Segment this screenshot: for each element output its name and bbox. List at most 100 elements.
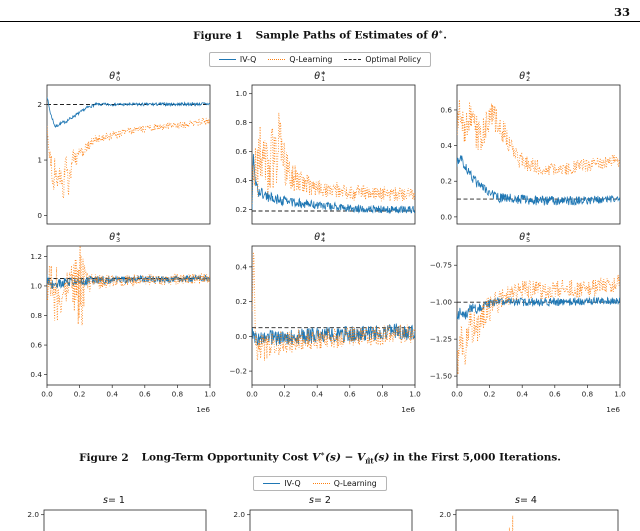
legend-dotted-line-icon [268, 58, 286, 60]
svg-text:0.6: 0.6 [440, 105, 452, 114]
svg-text:1e6: 1e6 [196, 405, 210, 414]
svg-text:−0.2: −0.2 [229, 366, 247, 375]
chart-s4: s = 4 2.0 [426, 493, 626, 531]
figure-1: Figure 1 Sample Paths of Estimates of θ∗.… [0, 27, 640, 415]
subplot-title: s = 4 [515, 494, 537, 506]
svg-text:0.6: 0.6 [548, 389, 560, 398]
svg-text:1.0: 1.0 [235, 89, 247, 98]
subplot-title: θ ∗ 2 [519, 69, 531, 83]
chart-s2-canvas: 2.0 [233, 509, 413, 531]
figure-1-label: Figure 1 [193, 29, 243, 42]
svg-text:2.0: 2.0 [27, 510, 39, 519]
figure-2-title-post: in the First 5,000 Iterations. [389, 451, 561, 464]
chart-s2: s = 2 2.0 [220, 493, 420, 531]
figure-2-math-end: (s) [373, 451, 390, 464]
subplot-title: θ ∗ 0 [109, 69, 121, 83]
legend-label: IV-Q [284, 478, 301, 488]
chart-theta0-canvas: 0 1 2 [37, 84, 210, 224]
chart-theta3-canvas: 0.4 0.6 0.8 1.0 1.2 0.0 0.2 0.4 0.6 0.8 1.0 1e6 [30, 245, 216, 414]
figure-2: Figure 2 Long-Term Opportunity Cost V∗ (s)… [0, 449, 640, 531]
subplot-title: θ ∗ 5 [519, 230, 531, 244]
subplot-title: θ ∗ 1 [314, 69, 326, 83]
svg-text:0.2: 0.2 [235, 297, 247, 306]
figure-2-legend: IV-Q Q-Learning [253, 475, 387, 491]
chart-theta2-canvas: 0.0 0.2 0.4 0.6 [440, 84, 620, 224]
chart-theta4-canvas: −0.2 0.0 0.2 0.4 0.0 0.2 0.4 0.6 0.8 1.0 1e6 [229, 245, 421, 414]
svg-text:1e6: 1e6 [606, 405, 620, 414]
svg-text:0.0: 0.0 [451, 389, 463, 398]
svg-text:−0.75: −0.75 [429, 260, 451, 269]
svg-text:0.2: 0.2 [73, 389, 85, 398]
svg-text:1: 1 [37, 155, 42, 164]
chart-theta1: θ ∗ 1 0.2 0.4 0.6 0.8 1.0 [218, 69, 423, 230]
value-superscript: ∗ [320, 449, 326, 458]
subplot-title: θ ∗ 4 [314, 230, 326, 244]
figure-2-title-pre: Long-Term Opportunity Cost [141, 451, 313, 464]
chart-s1: s = 1 2.0 [14, 493, 214, 531]
legend-item-q-learning: Q-Learning [268, 55, 332, 64]
chart-theta3: θ ∗ 3 0.4 0.6 0.8 1.0 1.2 0.0 0.2 0.4 0.6 0.8 1.0 1e6 [13, 230, 218, 415]
svg-text:0.2: 0.2 [483, 389, 495, 398]
page-number: 33 [613, 5, 630, 19]
svg-text:0.0: 0.0 [41, 389, 53, 398]
legend-item-iv-q: IV-Q [218, 55, 256, 64]
svg-text:0.6: 0.6 [235, 147, 247, 156]
svg-text:1.0: 1.0 [30, 281, 42, 290]
legend-dotted-line-icon [312, 482, 330, 484]
figure-1-title-pre: Sample Paths of Estimates of [255, 29, 432, 42]
figure-1-legend: IV-Q Q-Learning Optimal Policy [208, 51, 432, 67]
svg-text:0.8: 0.8 [171, 389, 183, 398]
policy-subscript: π̂t [365, 456, 374, 466]
svg-text:1.0: 1.0 [409, 389, 421, 398]
legend-solid-line-icon [263, 482, 281, 484]
legend-item-q-learning: Q-Learning [312, 478, 377, 488]
header-rule [0, 21, 640, 22]
svg-text:−1.00: −1.00 [429, 297, 452, 306]
chart-theta4: θ ∗ 4 −0.2 0.0 0.2 0.4 0.0 0.2 0.4 0.6 0.8 1.0 1e6 [218, 230, 423, 415]
svg-text:0.2: 0.2 [278, 389, 290, 398]
svg-text:0.0: 0.0 [235, 331, 247, 340]
legend-label: Optimal Policy [365, 54, 422, 64]
svg-text:0.4: 0.4 [440, 141, 452, 150]
legend-dashed-line-icon [344, 58, 362, 60]
svg-text:−1.50: −1.50 [429, 371, 452, 380]
svg-text:0.8: 0.8 [581, 389, 593, 398]
svg-text:0.8: 0.8 [376, 389, 388, 398]
svg-text:0.8: 0.8 [235, 118, 247, 127]
svg-text:2.0: 2.0 [233, 510, 245, 519]
theta-superscript: ∗ [438, 27, 444, 36]
svg-text:2: 2 [37, 99, 42, 108]
legend-item-optimal-policy: Optimal Policy [344, 55, 421, 64]
svg-text:0.4: 0.4 [106, 389, 118, 398]
subplot-title: s = 1 [103, 494, 125, 506]
svg-text:0.4: 0.4 [311, 389, 323, 398]
svg-text:0.4: 0.4 [235, 262, 247, 271]
value-function-symbol: V [312, 451, 321, 464]
svg-text:1.0: 1.0 [614, 389, 626, 398]
subplot-title: s = 2 [309, 494, 331, 506]
chart-theta5: θ ∗ 5 −1.50 −1.25 −1.00 −0.75 0.0 0.2 0.4 0.6 0.8 1.… [423, 230, 628, 415]
figure-1-grid: θ ∗ 0 0 1 2 θ ∗ 1 0.2 0.4 0.6 0.8 1.0 θ ∗ 2 0.0 0.2 0.4 0.6 θ… [0, 69, 640, 415]
figure-2-label: Figure 2 [79, 451, 129, 464]
svg-text:0.4: 0.4 [235, 176, 247, 185]
svg-text:0.0: 0.0 [440, 212, 452, 221]
svg-text:0.6: 0.6 [30, 340, 42, 349]
chart-theta2: θ ∗ 2 0.0 0.2 0.4 0.6 [423, 69, 628, 230]
svg-text:−1.25: −1.25 [429, 334, 451, 343]
svg-text:1.2: 1.2 [30, 251, 42, 260]
theta-symbol: θ [431, 29, 439, 42]
svg-text:0.2: 0.2 [235, 205, 247, 214]
legend-label: Q-Learning [289, 54, 333, 64]
chart-s1-canvas: 2.0 [27, 509, 207, 531]
legend-solid-line-icon [218, 58, 236, 60]
legend-label: Q-Learning [333, 478, 377, 488]
figure-2-grid: s = 1 2.0 s = 2 2.0 s = 4 2.0 [0, 493, 640, 531]
svg-text:0: 0 [37, 211, 42, 220]
subplot-title: θ ∗ 3 [109, 230, 121, 244]
legend-item-iv-q: IV-Q [263, 478, 301, 488]
figure-1-caption: Figure 1 Sample Paths of Estimates of θ∗. [0, 27, 640, 42]
svg-text:0.0: 0.0 [246, 389, 258, 398]
svg-text:0.6: 0.6 [138, 389, 150, 398]
svg-text:0.4: 0.4 [30, 370, 42, 379]
chart-theta0: θ ∗ 0 0 1 2 [13, 69, 218, 230]
